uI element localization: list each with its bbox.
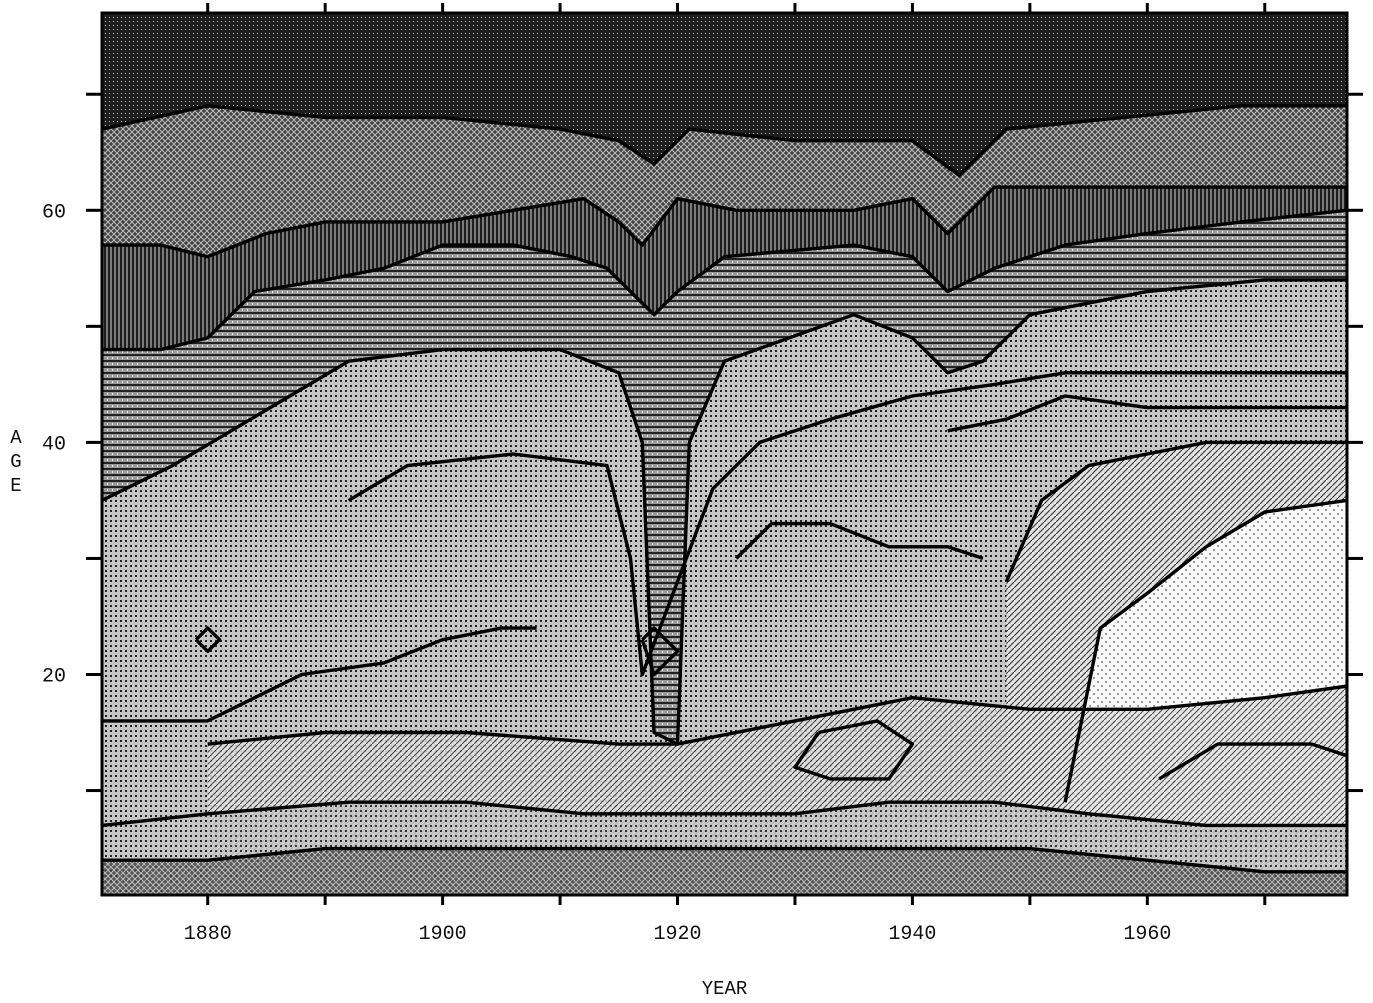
contour-line bbox=[793, 719, 915, 781]
y-tick-label: 20 bbox=[42, 666, 66, 689]
contour-line bbox=[347, 371, 1347, 677]
axis-tick-labels: 1880 1900 1920 1940 1960 20 40 60 bbox=[42, 201, 1171, 946]
y-tick-label: 60 bbox=[42, 201, 66, 224]
contour-line bbox=[102, 104, 1347, 178]
y-axis-title-letter: A bbox=[10, 427, 22, 449]
contour-line bbox=[102, 185, 1347, 259]
contour-line bbox=[194, 626, 222, 653]
y-axis-title-letter: E bbox=[10, 475, 21, 497]
x-tick-label: 1920 bbox=[654, 923, 702, 946]
y-tick-label: 40 bbox=[42, 433, 66, 456]
contour-line bbox=[735, 521, 984, 561]
contour-line bbox=[102, 846, 1347, 874]
y-axis-title-letter: G bbox=[10, 451, 21, 473]
contour-line bbox=[1158, 742, 1347, 781]
contour-line bbox=[640, 626, 680, 677]
y-axis-title: AGE bbox=[10, 427, 22, 497]
contour-line bbox=[1004, 440, 1347, 583]
shaded-bands bbox=[102, 13, 1347, 895]
contour-line bbox=[1063, 498, 1347, 803]
contour-line bbox=[102, 208, 1347, 352]
contour-lines bbox=[102, 104, 1347, 874]
plot-frame bbox=[100, 11, 1349, 897]
x-axis-title: YEAR bbox=[702, 978, 748, 1000]
contour-line bbox=[947, 394, 1347, 433]
contour-line bbox=[207, 684, 1347, 746]
x-tick-label: 1900 bbox=[419, 923, 467, 946]
contour-line bbox=[102, 800, 1347, 828]
x-tick-label: 1940 bbox=[888, 923, 936, 946]
x-tick-label: 1960 bbox=[1123, 923, 1171, 946]
x-tick-label: 1880 bbox=[184, 923, 232, 946]
axis-ticks bbox=[86, 3, 1363, 905]
contour-line bbox=[102, 626, 537, 723]
band-region bbox=[102, 848, 1347, 895]
